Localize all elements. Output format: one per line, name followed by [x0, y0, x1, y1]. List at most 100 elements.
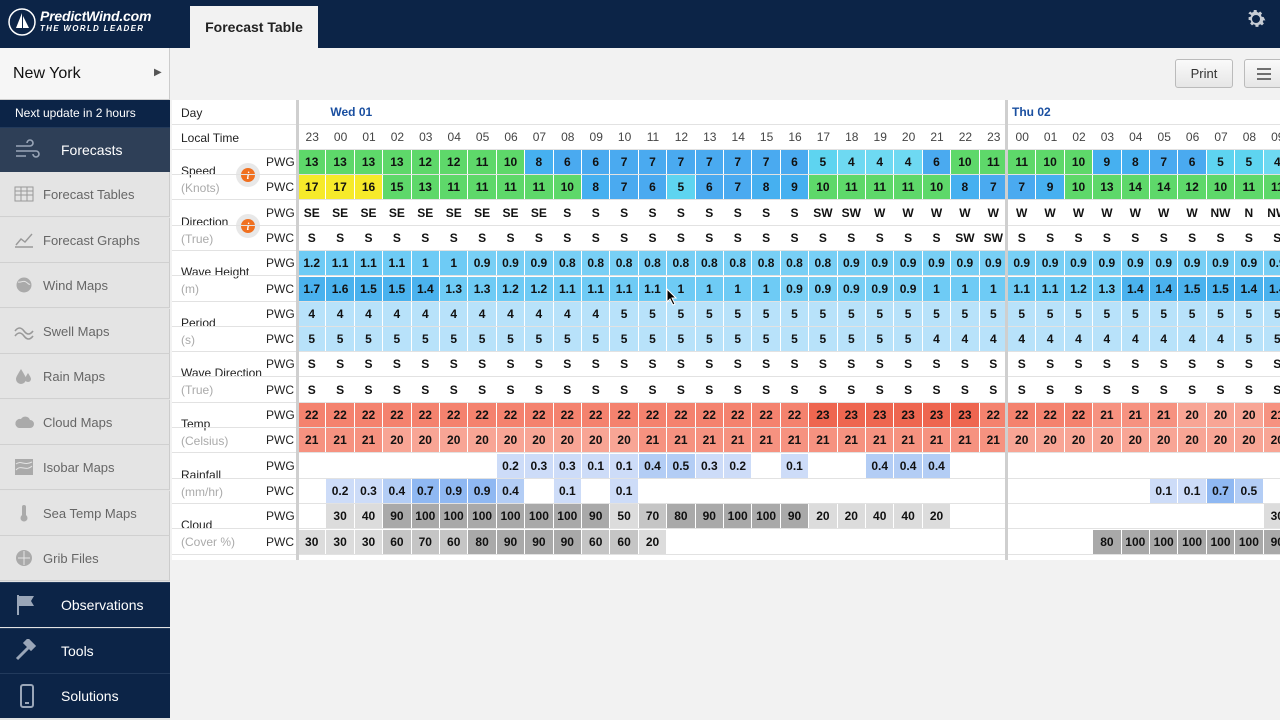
forecast-cell: 60 — [383, 529, 412, 554]
forecast-cell: SW — [809, 200, 838, 225]
row-divider — [172, 249, 1280, 251]
sidebar-item-wind-maps[interactable]: Wind Maps — [0, 263, 170, 308]
forecast-cell: W — [894, 200, 923, 225]
forecast-cell: 22 — [638, 403, 668, 427]
forecast-cell: 0.8 — [752, 251, 781, 276]
forecast-cell: 23 — [922, 403, 952, 427]
forecast-cell: 0.9 — [1178, 251, 1207, 276]
forecast-cell: S — [1235, 352, 1264, 377]
model-label: PWC — [266, 281, 294, 296]
forecast-cell: 5 — [638, 327, 668, 352]
forecast-cell: 21 — [1121, 403, 1150, 427]
model-label: PWC — [266, 332, 294, 347]
forecast-cell: 0.9 — [1150, 251, 1179, 276]
forecast-cell: 1.5 — [1206, 276, 1236, 301]
forecast-cell: 20 — [1206, 428, 1236, 453]
forecast-cell: S — [554, 352, 582, 377]
sidebar-item-forecasts[interactable]: Forecasts — [0, 127, 170, 172]
tab-forecast-table[interactable]: Forecast Table — [190, 6, 318, 48]
forecast-cell: 21 — [780, 428, 810, 453]
forecast-cell — [1036, 478, 1065, 503]
sidebar-item-forecast-tables[interactable]: Forecast Tables — [0, 172, 170, 217]
hour-header: 10 — [617, 130, 632, 144]
hour-header: 23 — [305, 130, 319, 144]
forecast-cell: S — [724, 200, 753, 225]
forecast-cell — [894, 478, 923, 503]
forecast-cell: 0.9 — [809, 276, 838, 301]
menu-button[interactable] — [1244, 59, 1280, 88]
forecast-cell: 20 — [1008, 428, 1037, 453]
forecast-cell: 0.9 — [468, 478, 497, 503]
sidebar-item-isobar-maps[interactable]: Isobar Maps — [0, 445, 170, 490]
forecast-cell: S — [1150, 225, 1179, 250]
model-label: PWG — [266, 155, 295, 169]
forecast-cell: 11 — [468, 175, 497, 200]
app-logo[interactable]: PredictWind.com THE WORLD LEADER — [8, 6, 168, 40]
forecast-cell: 8 — [582, 175, 611, 200]
forecast-cell: S — [1235, 225, 1264, 250]
forecast-cell: 14 — [1121, 175, 1150, 200]
forecast-cell: 11 — [440, 175, 469, 200]
forecast-cell: 5 — [780, 327, 810, 352]
sidebar-item-rain-maps[interactable]: Rain Maps — [0, 354, 170, 399]
hour-header: 08 — [1242, 130, 1257, 144]
forecast-cell: 22 — [440, 403, 469, 427]
forecast-cell: 14 — [1150, 175, 1179, 200]
sidebar-item-tools[interactable]: Tools — [0, 627, 170, 673]
forecast-cell: 4 — [553, 301, 582, 326]
forecast-cell: W — [866, 200, 895, 225]
forecast-cell: 0.9 — [979, 251, 1008, 276]
forecast-cell: S — [582, 200, 611, 225]
info-icon[interactable]: i — [235, 213, 261, 239]
forecast-cell: S — [1264, 352, 1280, 376]
sidebar-item-sea-temp-maps[interactable]: Sea Temp Maps — [0, 490, 170, 536]
gear-icon[interactable] — [1244, 7, 1268, 31]
hour-header: 04 — [447, 130, 461, 144]
row-group-title: Speed — [181, 164, 216, 178]
print-button[interactable]: Print — [1175, 59, 1233, 88]
forecast-cell: 100 — [553, 504, 582, 529]
forecast-cell: S — [696, 225, 724, 250]
forecast-cell: 0.9 — [1093, 251, 1122, 276]
forecast-cell: S — [1008, 377, 1037, 402]
info-icon[interactable]: i — [235, 162, 261, 188]
sidebar-item-observations[interactable]: Observations — [0, 582, 170, 627]
forecast-cell: 20 — [525, 428, 554, 453]
sidebar-item-grib-files[interactable]: Grib Files — [0, 536, 170, 581]
forecast-cell: S — [355, 352, 384, 377]
forecast-cell — [1036, 504, 1065, 529]
sidebar-item-cloud-maps[interactable]: Cloud Maps — [0, 399, 170, 445]
forecast-cell: 90 — [780, 504, 810, 529]
forecast-cell: 10 — [1064, 175, 1094, 200]
forecast-cell — [1122, 453, 1150, 478]
sidebar-item-label: Grib Files — [43, 551, 99, 566]
forecast-cell: 1.2 — [298, 251, 327, 276]
day-row-label: Day — [181, 106, 203, 120]
forecast-cell: 4 — [298, 301, 327, 326]
forecast-cell: 7 — [1008, 175, 1037, 200]
forecast-cell: S — [752, 377, 781, 402]
forecast-cell: 4 — [1121, 327, 1150, 352]
forecast-cell: 30 — [326, 504, 355, 529]
hour-header: 03 — [419, 130, 433, 144]
forecast-cell: 22 — [553, 403, 582, 427]
forecast-cell: 17 — [326, 175, 355, 200]
forecast-cell: S — [923, 225, 952, 250]
forecast-cell: 100 — [1178, 529, 1207, 554]
forecast-cell: 1.2 — [525, 276, 554, 301]
sidebar-item-swell-maps[interactable]: Swell Maps — [0, 308, 170, 354]
sidebar-item-solutions[interactable]: Solutions — [0, 673, 170, 718]
forecast-cell: S — [1065, 377, 1094, 402]
forecast-cell: 5 — [724, 301, 753, 326]
forecast-cell: 1.4 — [1150, 276, 1179, 301]
forecast-cell: S — [1122, 352, 1150, 377]
sidebar-item-label: Isobar Maps — [43, 460, 115, 475]
forecast-cell: 5 — [695, 301, 724, 326]
forecast-cell: W — [1065, 200, 1094, 225]
forecast-cell: 4 — [837, 150, 866, 174]
row-divider — [172, 300, 1280, 302]
location-selector[interactable]: New York ▶ — [0, 48, 170, 100]
forecast-cell: 21 — [752, 428, 781, 453]
sidebar-item-forecast-graphs[interactable]: Forecast Graphs — [0, 217, 170, 263]
forecast-cell: 0.9 — [1235, 251, 1264, 276]
